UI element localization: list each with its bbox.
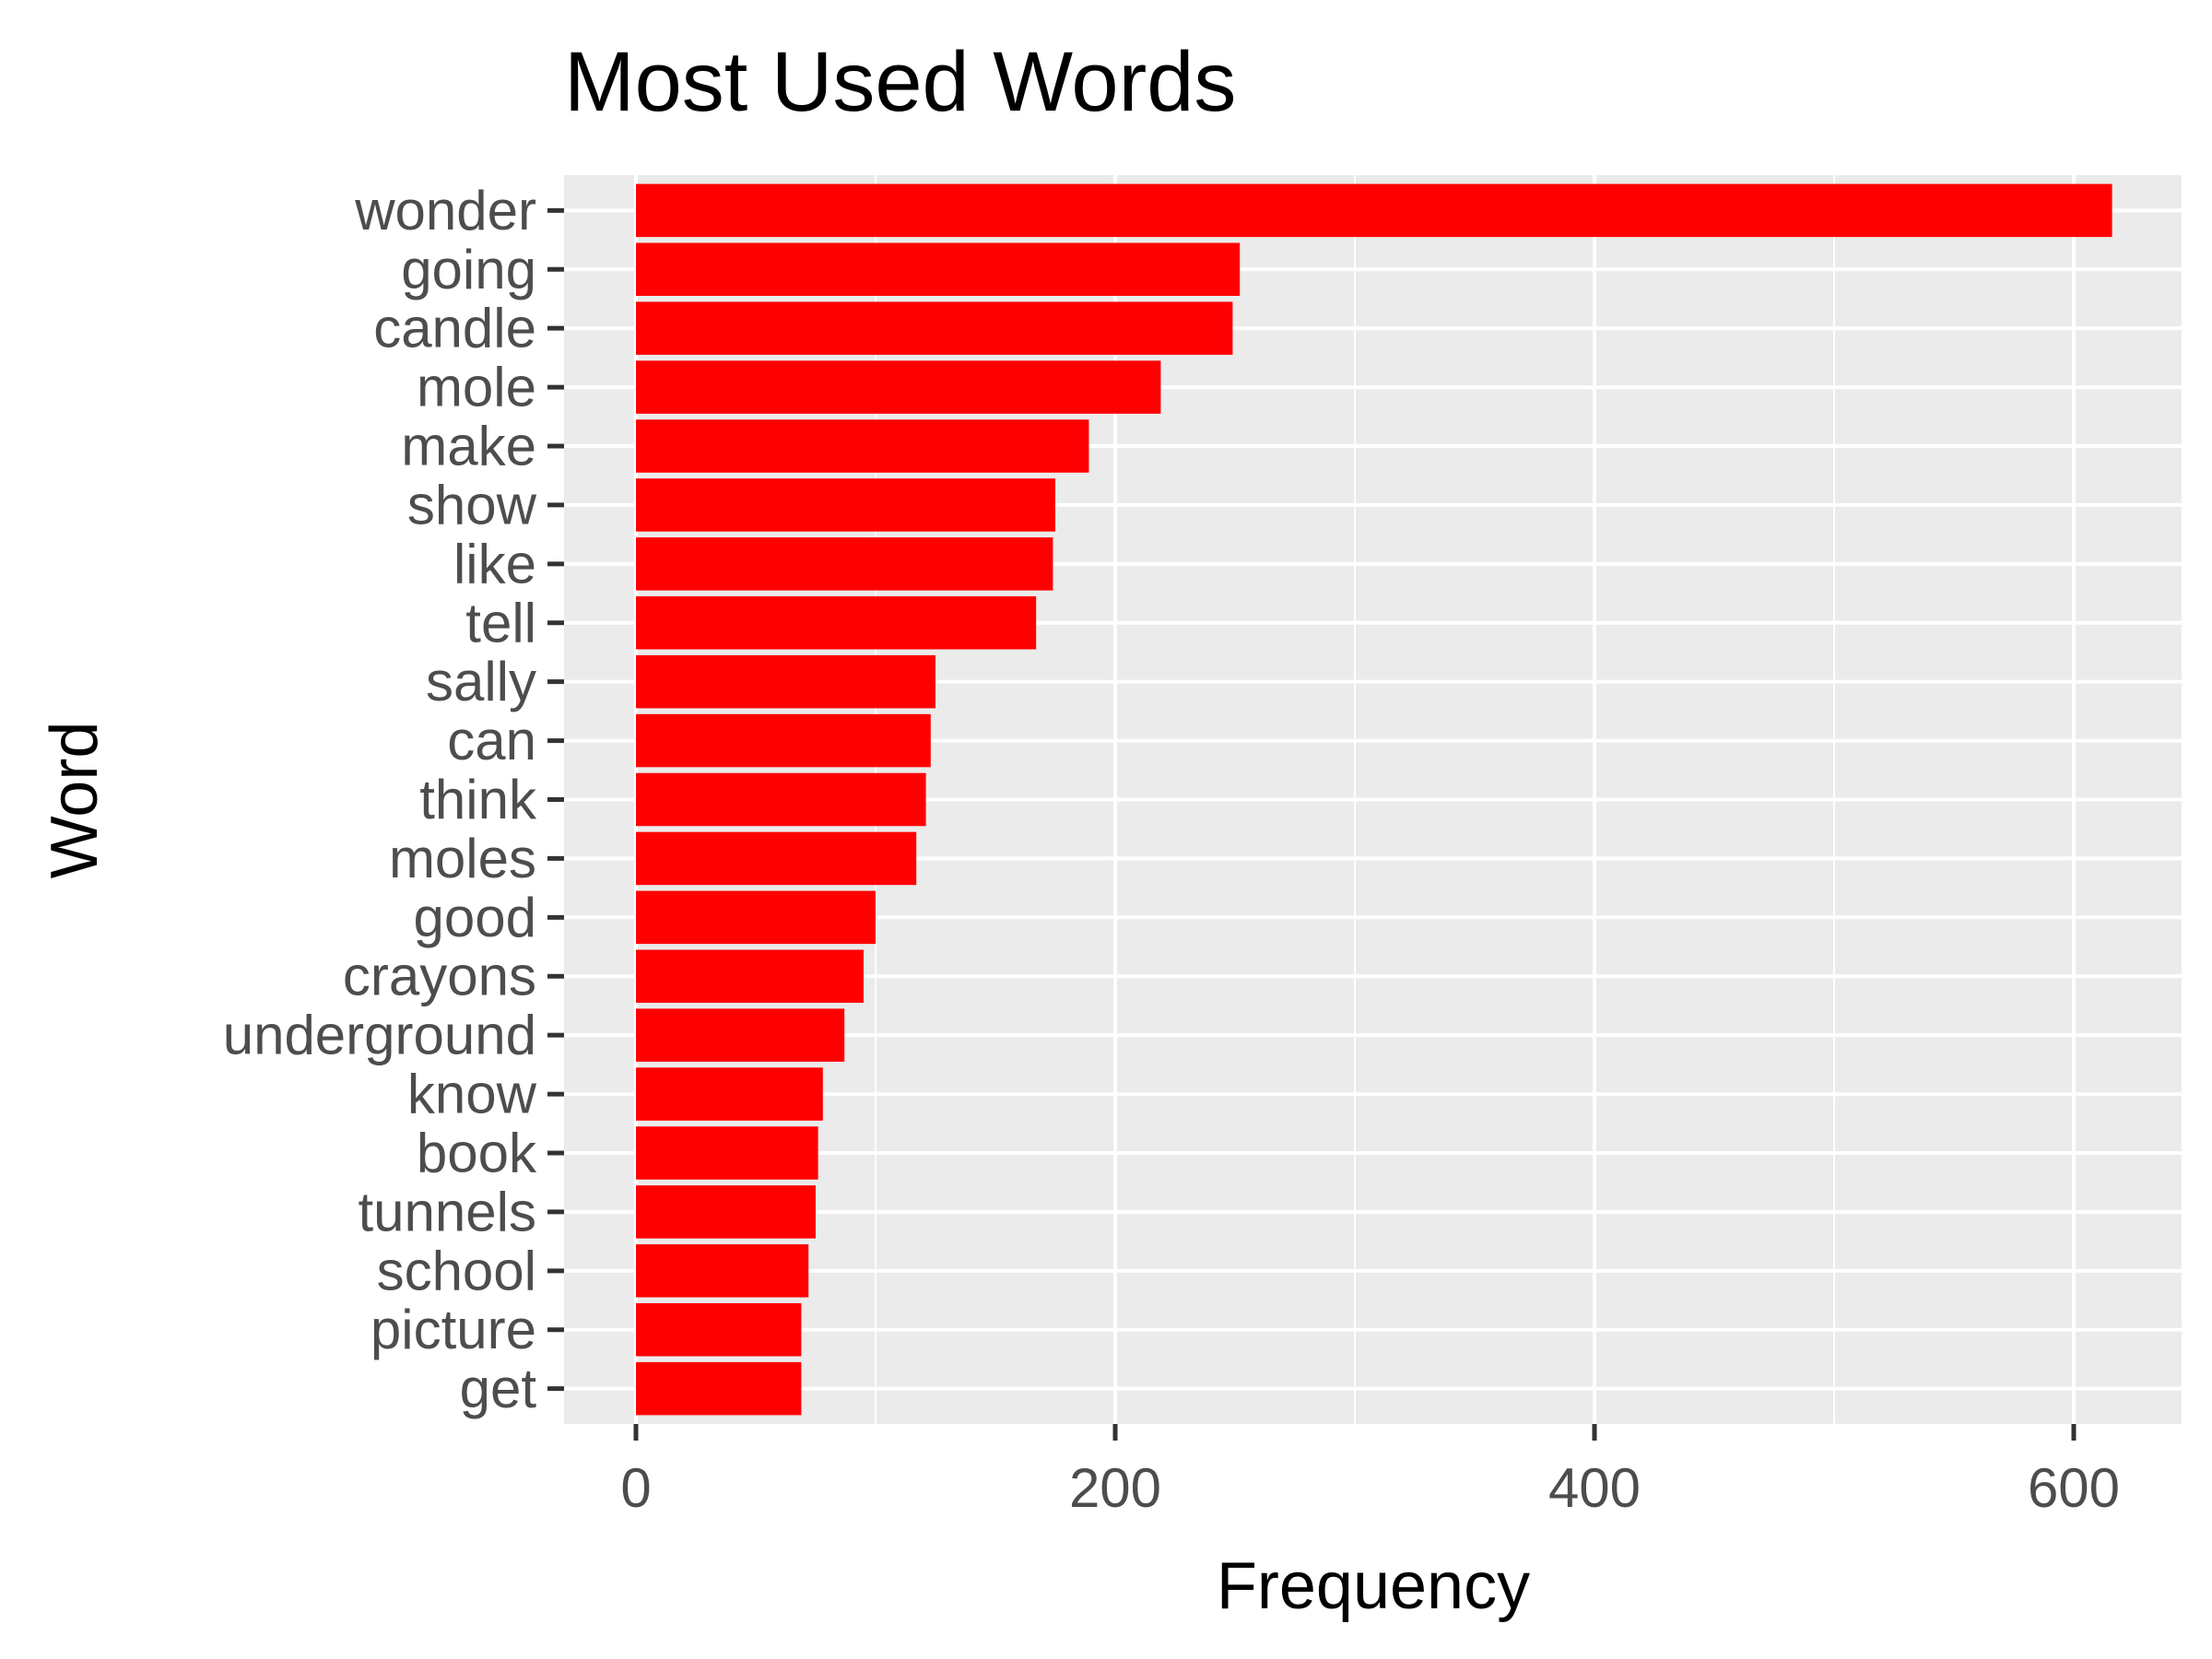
x-axis-title: Frequency [1217,1549,1530,1623]
bar-show [636,478,1055,532]
bar-can [636,713,931,768]
bar-sally [636,654,935,709]
y-tick-label: book [417,1122,537,1183]
x-tick-label: 400 [1548,1457,1641,1519]
bar-school [636,1244,809,1298]
bar-make [636,419,1089,473]
bar-book [636,1126,818,1180]
bar-get [636,1361,802,1416]
bars [636,183,2112,1416]
bar-moles [636,831,917,886]
bar-know [636,1067,823,1121]
bar-tunnels [636,1185,816,1239]
y-tick-label: crayons [343,946,536,1007]
bar-good [636,890,876,945]
y-tick-label: picture [371,1299,536,1360]
bar-candle [636,301,1233,355]
y-tick-label: moles [389,828,536,889]
x-tick-label: 600 [2028,1457,2120,1519]
bar-think [636,772,926,827]
y-tick-label: show [407,474,537,535]
bar-wonder [636,183,2112,238]
y-tick-label: can [447,710,536,771]
y-tick-label: tunnels [359,1181,536,1242]
y-tick-label: tell [465,592,536,653]
y-tick-label: candle [373,298,536,359]
y-tick-label: mole [417,357,536,418]
chart-title: Most Used Words [564,35,1236,129]
y-tick-label: think [419,769,537,830]
y-tick-label: know [407,1064,537,1125]
x-axis: 0 200 400 600 [620,1424,2120,1519]
y-tick-label: going [401,239,536,300]
y-tick-label: make [401,416,536,477]
bar-underground [636,1008,845,1062]
bar-picture [636,1302,802,1357]
y-tick-label: like [453,533,536,594]
y-tick-label: school [377,1240,536,1301]
bar-crayons [636,949,864,1004]
x-tick-label: 200 [1069,1457,1161,1519]
y-tick-label: wonder [354,180,536,241]
y-tick-label: underground [223,1005,536,1066]
y-tick-label: good [414,887,536,948]
bar-like [636,537,1053,591]
y-axis-title: Word [38,722,112,879]
y-axis: wondergoingcandlemolemakeshowliketellsal… [223,180,564,1419]
y-tick-label: get [460,1358,537,1419]
bar-going [636,242,1241,297]
x-tick-label: 0 [620,1457,651,1519]
bar-mole [636,360,1161,414]
y-tick-label: sally [426,651,536,712]
bar-tell [636,595,1037,650]
